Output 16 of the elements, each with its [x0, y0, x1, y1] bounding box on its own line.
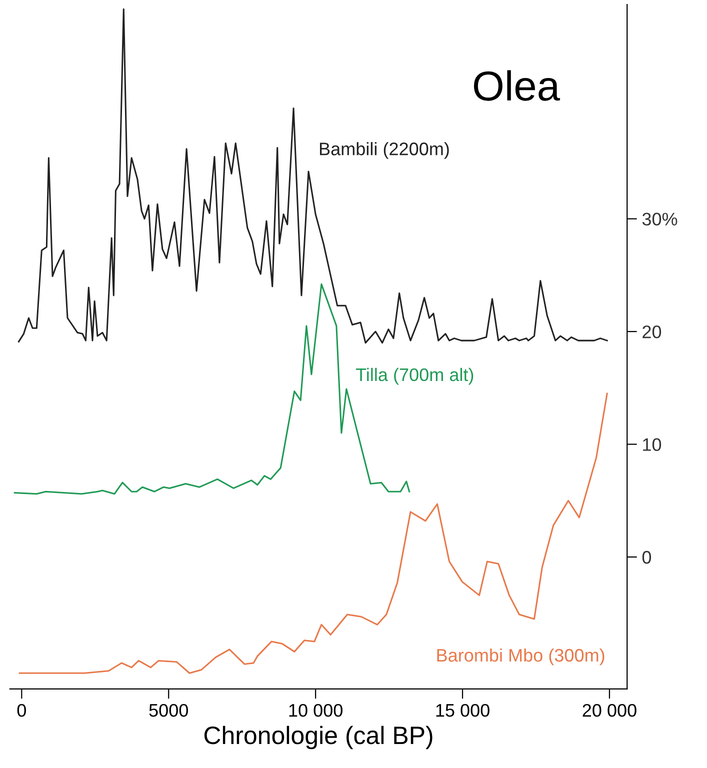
y-tick-label: 0: [642, 550, 652, 564]
x-axis-title: Chronologie (cal BP): [204, 726, 432, 750]
x-tick-label: 20 000: [582, 704, 636, 717]
line-series: [18, 392, 608, 674]
series-label: Tilla (700m alt): [356, 368, 474, 385]
y-tick-label: 10: [643, 438, 662, 451]
x-tick-label: 15 000: [436, 704, 490, 717]
line-series: [18, 8, 608, 344]
x-tick-label: 0: [17, 704, 26, 717]
x-tick-label: 5000: [149, 704, 188, 717]
series-label: Bambili (2200m): [320, 142, 449, 159]
y-tick-label: 20: [642, 325, 662, 338]
x-tick-label: 10 000: [289, 704, 342, 717]
y-tick-label: 30%: [642, 212, 678, 226]
text: Olea: [474, 70, 560, 101]
text: Barombi Mbo (300m): [437, 648, 604, 666]
